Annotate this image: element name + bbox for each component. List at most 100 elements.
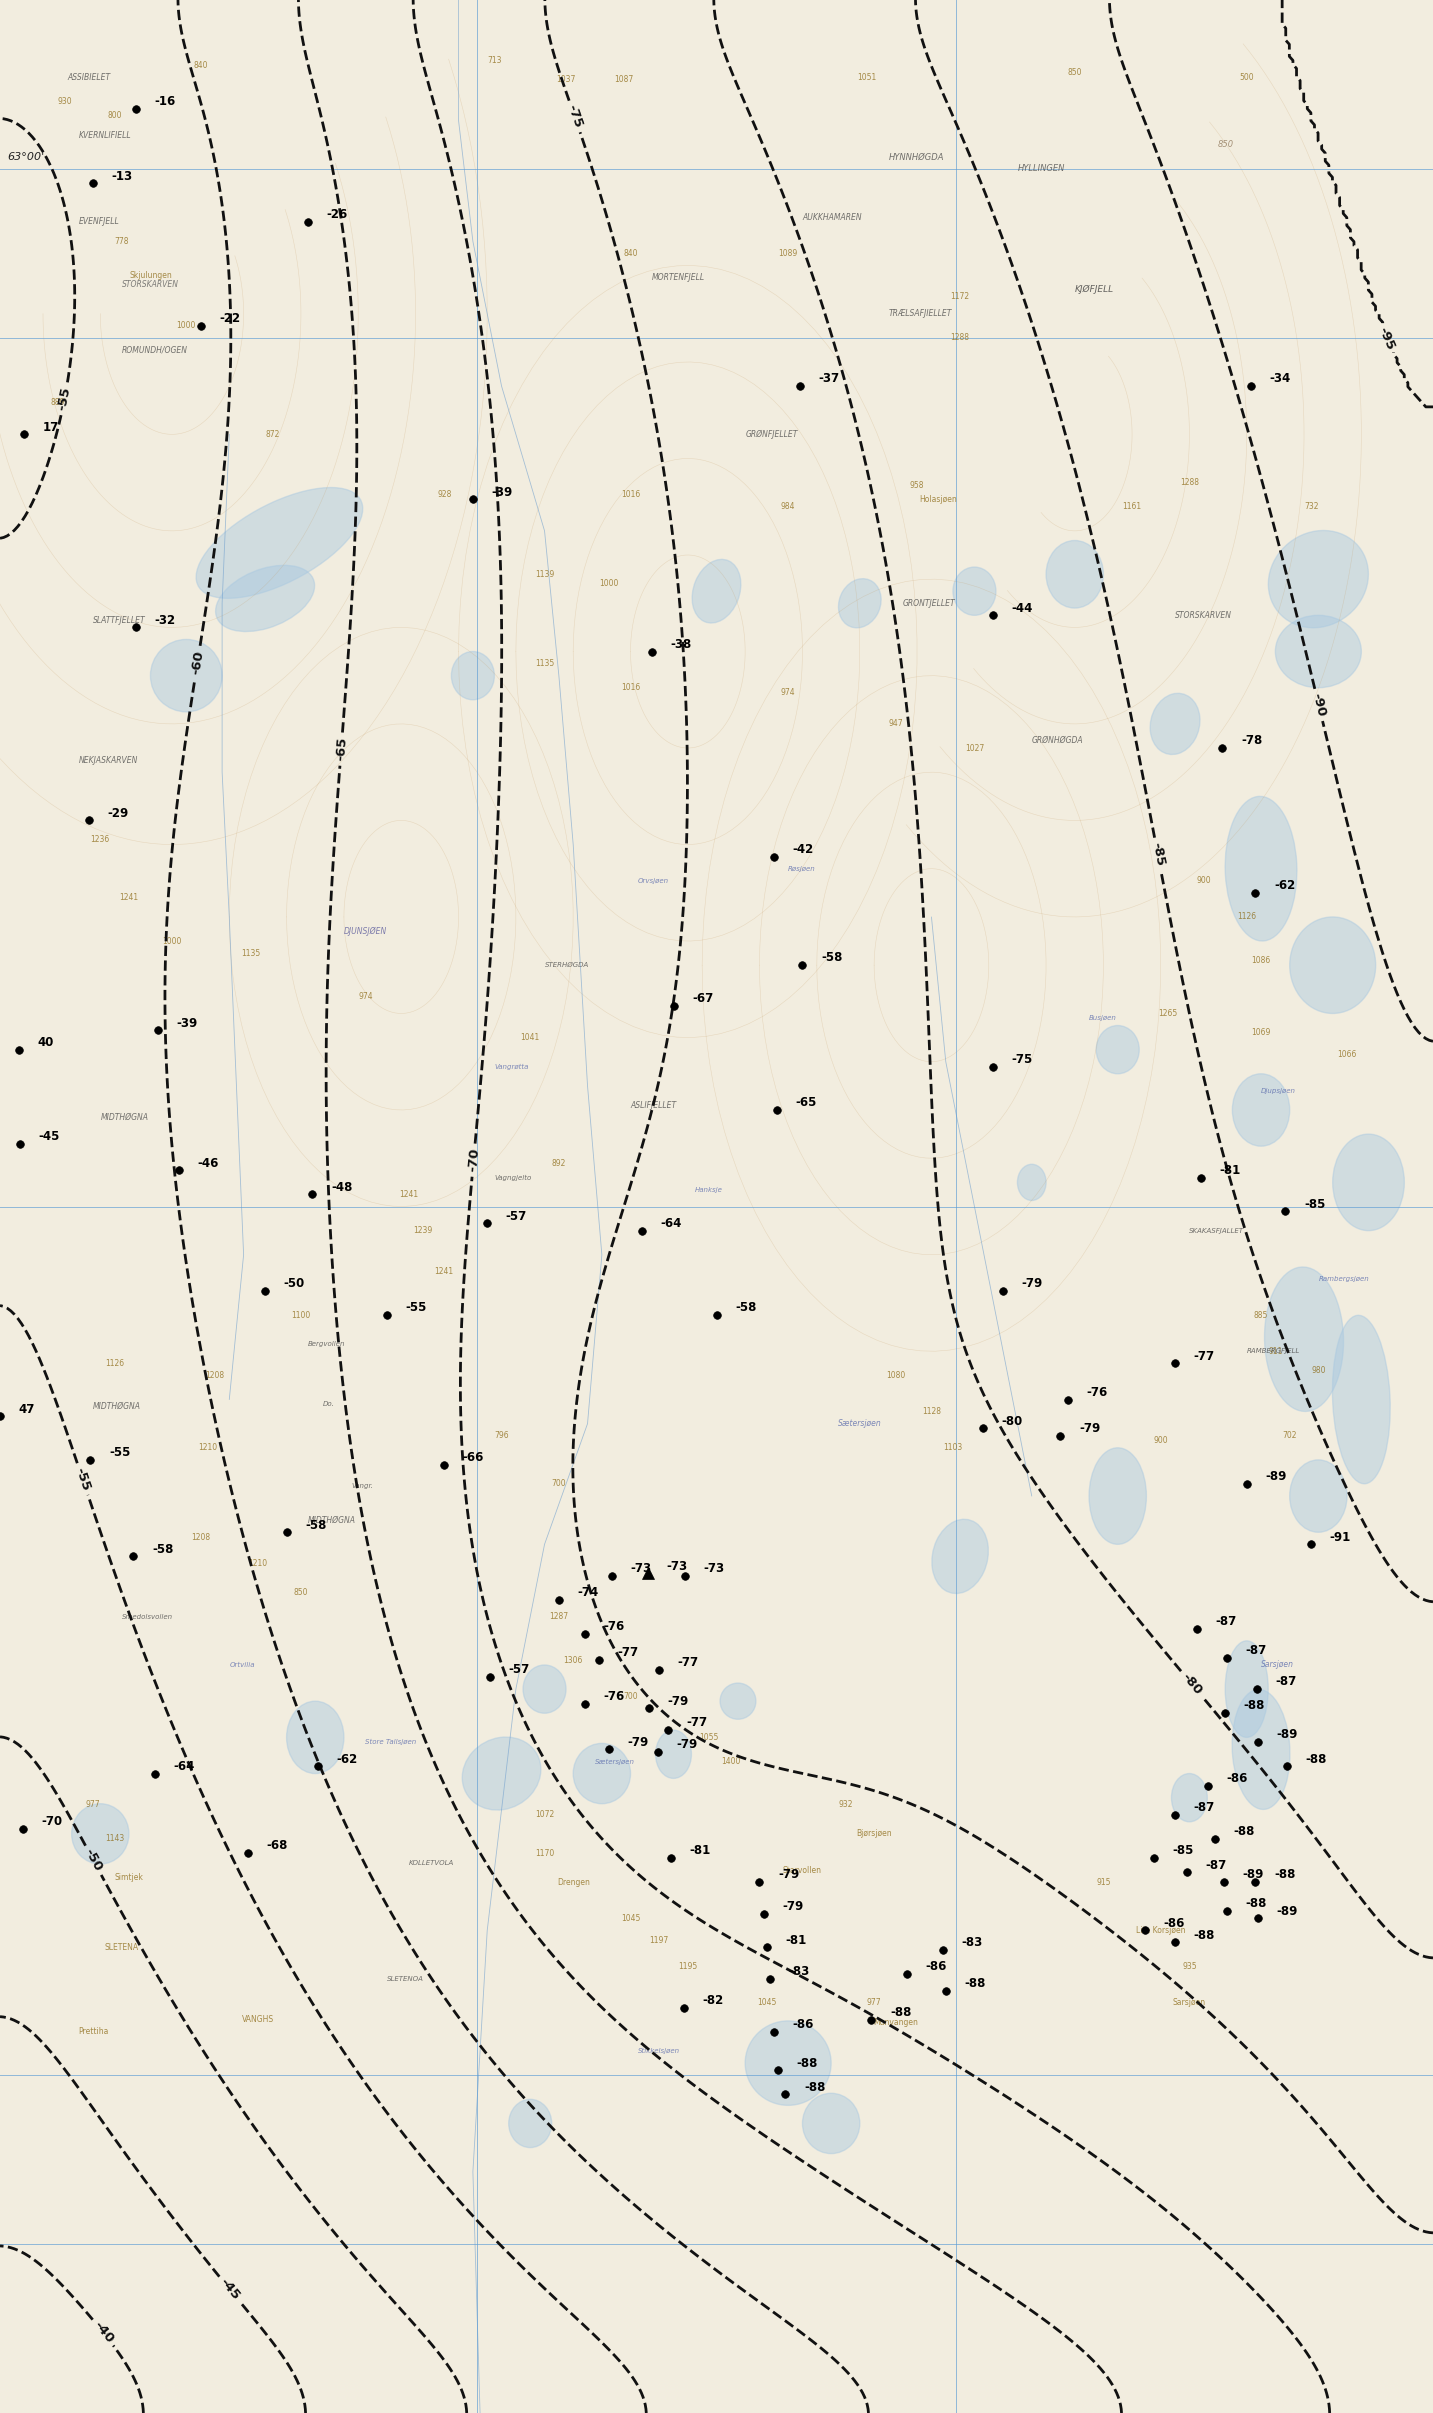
Text: 1172: 1172 <box>950 292 970 302</box>
Text: SLATTFJELLET: SLATTFJELLET <box>93 615 146 625</box>
Text: -79: -79 <box>778 1868 800 1882</box>
Text: -87: -87 <box>1194 1800 1215 1815</box>
Text: Røsjøen: Røsjøen <box>788 866 815 871</box>
Text: 840: 840 <box>193 60 208 70</box>
Text: -95: -95 <box>1376 326 1397 352</box>
Text: Ortvilia: Ortvilia <box>229 1663 255 1667</box>
Text: Simtjek: Simtjek <box>115 1872 143 1882</box>
Ellipse shape <box>523 1665 566 1713</box>
Ellipse shape <box>1333 1315 1390 1484</box>
Ellipse shape <box>1096 1026 1139 1074</box>
Text: -78: -78 <box>1241 734 1262 748</box>
Text: SLETENA: SLETENA <box>105 1942 139 1952</box>
Text: -88: -88 <box>1244 1699 1265 1713</box>
Text: 984: 984 <box>781 502 795 512</box>
Text: 1208: 1208 <box>205 1371 225 1380</box>
Text: -75: -75 <box>565 104 585 130</box>
Text: 892: 892 <box>552 1158 566 1168</box>
Text: -65: -65 <box>334 736 348 763</box>
Text: Drengen: Drengen <box>557 1877 589 1887</box>
Text: 63°00': 63°00' <box>7 152 44 162</box>
Text: -85: -85 <box>1149 842 1166 866</box>
Text: STORSKARVEN: STORSKARVEN <box>122 280 179 290</box>
Text: SKAKASFJALLET: SKAKASFJALLET <box>1189 1228 1244 1233</box>
Text: -58: -58 <box>305 1518 327 1532</box>
Text: 732: 732 <box>1304 502 1318 512</box>
Text: -87: -87 <box>1215 1614 1237 1629</box>
Text: ASSIBIELET: ASSIBIELET <box>67 72 110 82</box>
Text: -76: -76 <box>603 1689 625 1704</box>
Text: -89: -89 <box>1277 1904 1298 1918</box>
Text: -89: -89 <box>1242 1868 1264 1882</box>
Ellipse shape <box>150 639 222 712</box>
Text: Stikkelsjøen: Stikkelsjøen <box>638 2049 679 2053</box>
Ellipse shape <box>1171 1774 1207 1822</box>
Text: -73: -73 <box>666 1559 688 1573</box>
Text: -88: -88 <box>1305 1752 1327 1766</box>
Text: GRØNHØGDA: GRØNHØGDA <box>1032 736 1083 746</box>
Text: 1041: 1041 <box>520 1033 540 1042</box>
Text: -50: -50 <box>284 1276 305 1291</box>
Text: -16: -16 <box>155 94 176 109</box>
Text: -70: -70 <box>42 1815 63 1829</box>
Text: -76: -76 <box>603 1619 625 1634</box>
Text: 850: 850 <box>1218 140 1234 150</box>
Text: -55: -55 <box>406 1301 427 1315</box>
Text: 713: 713 <box>487 55 502 65</box>
Text: -77: -77 <box>686 1716 708 1730</box>
Text: -64: -64 <box>173 1759 195 1774</box>
Text: Smedolsvollen: Smedolsvollen <box>122 1614 173 1619</box>
Text: 700: 700 <box>552 1479 566 1489</box>
Text: 1197: 1197 <box>649 1935 669 1945</box>
Text: 850: 850 <box>1068 68 1082 77</box>
Text: -26: -26 <box>327 208 348 222</box>
Text: -58: -58 <box>735 1301 757 1315</box>
Text: 900: 900 <box>1154 1436 1168 1445</box>
Text: -86: -86 <box>792 2017 814 2032</box>
Text: MIDTHØGNA: MIDTHØGNA <box>93 1402 140 1412</box>
Text: -88: -88 <box>1245 1897 1267 1911</box>
Text: -58: -58 <box>152 1542 173 1556</box>
Ellipse shape <box>1333 1134 1404 1231</box>
Text: -55: -55 <box>73 1465 93 1491</box>
Text: -91: -91 <box>1330 1530 1351 1544</box>
Text: -87: -87 <box>1245 1643 1267 1658</box>
Text: -57: -57 <box>509 1663 530 1677</box>
Text: 1000: 1000 <box>162 936 182 946</box>
Text: 1241: 1241 <box>434 1267 454 1276</box>
Text: KJØFJELL: KJØFJELL <box>1075 285 1113 294</box>
Text: 928: 928 <box>437 490 451 499</box>
Text: GRØNFJELLET: GRØNFJELLET <box>745 430 798 439</box>
Ellipse shape <box>1089 1448 1146 1544</box>
Text: 500: 500 <box>1240 72 1254 82</box>
Text: 1016: 1016 <box>620 683 641 693</box>
Text: -88: -88 <box>797 2056 818 2070</box>
Text: -40: -40 <box>90 2319 116 2345</box>
Text: -90: -90 <box>1310 693 1328 719</box>
Text: -81: -81 <box>785 1933 807 1947</box>
Text: -66: -66 <box>463 1450 484 1465</box>
Text: -79: -79 <box>668 1694 689 1708</box>
Text: -89: -89 <box>1277 1728 1298 1742</box>
Text: Busjøen: Busjøen <box>1089 1016 1116 1021</box>
Text: -44: -44 <box>1012 601 1033 615</box>
Ellipse shape <box>1290 917 1376 1013</box>
Ellipse shape <box>1225 796 1297 941</box>
Text: 1208: 1208 <box>191 1532 211 1542</box>
Ellipse shape <box>196 487 363 598</box>
Text: -88: -88 <box>890 2005 911 2020</box>
Text: 1126: 1126 <box>105 1359 125 1368</box>
Text: Munvangen: Munvangen <box>873 2017 919 2027</box>
Ellipse shape <box>745 2022 831 2104</box>
Text: -32: -32 <box>155 613 176 627</box>
Text: Sætersjøen: Sætersjøen <box>595 1759 635 1764</box>
Text: 1210: 1210 <box>248 1559 268 1568</box>
Text: TRÆLSAFJIELLET: TRÆLSAFJIELLET <box>888 309 952 319</box>
Text: Sarsjøen: Sarsjøen <box>1172 1998 1207 2008</box>
Ellipse shape <box>953 567 996 615</box>
Text: 911: 911 <box>1268 1346 1283 1356</box>
Text: Vagngjelto: Vagngjelto <box>494 1175 532 1180</box>
Text: 1000: 1000 <box>599 579 619 589</box>
Text: 778: 778 <box>115 236 129 246</box>
Text: -88: -88 <box>1274 1868 1295 1882</box>
